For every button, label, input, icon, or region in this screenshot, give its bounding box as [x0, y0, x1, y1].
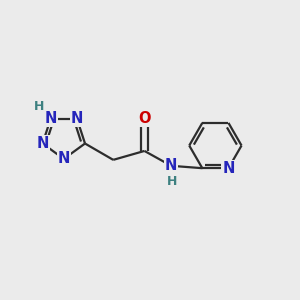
- Text: H: H: [34, 100, 45, 112]
- Text: N: N: [222, 161, 235, 176]
- Text: N: N: [58, 152, 70, 166]
- Text: O: O: [138, 111, 151, 126]
- Text: H: H: [167, 175, 177, 188]
- Text: N: N: [71, 111, 83, 126]
- Text: N: N: [36, 136, 49, 151]
- Text: N: N: [165, 158, 177, 173]
- Text: N: N: [44, 111, 57, 126]
